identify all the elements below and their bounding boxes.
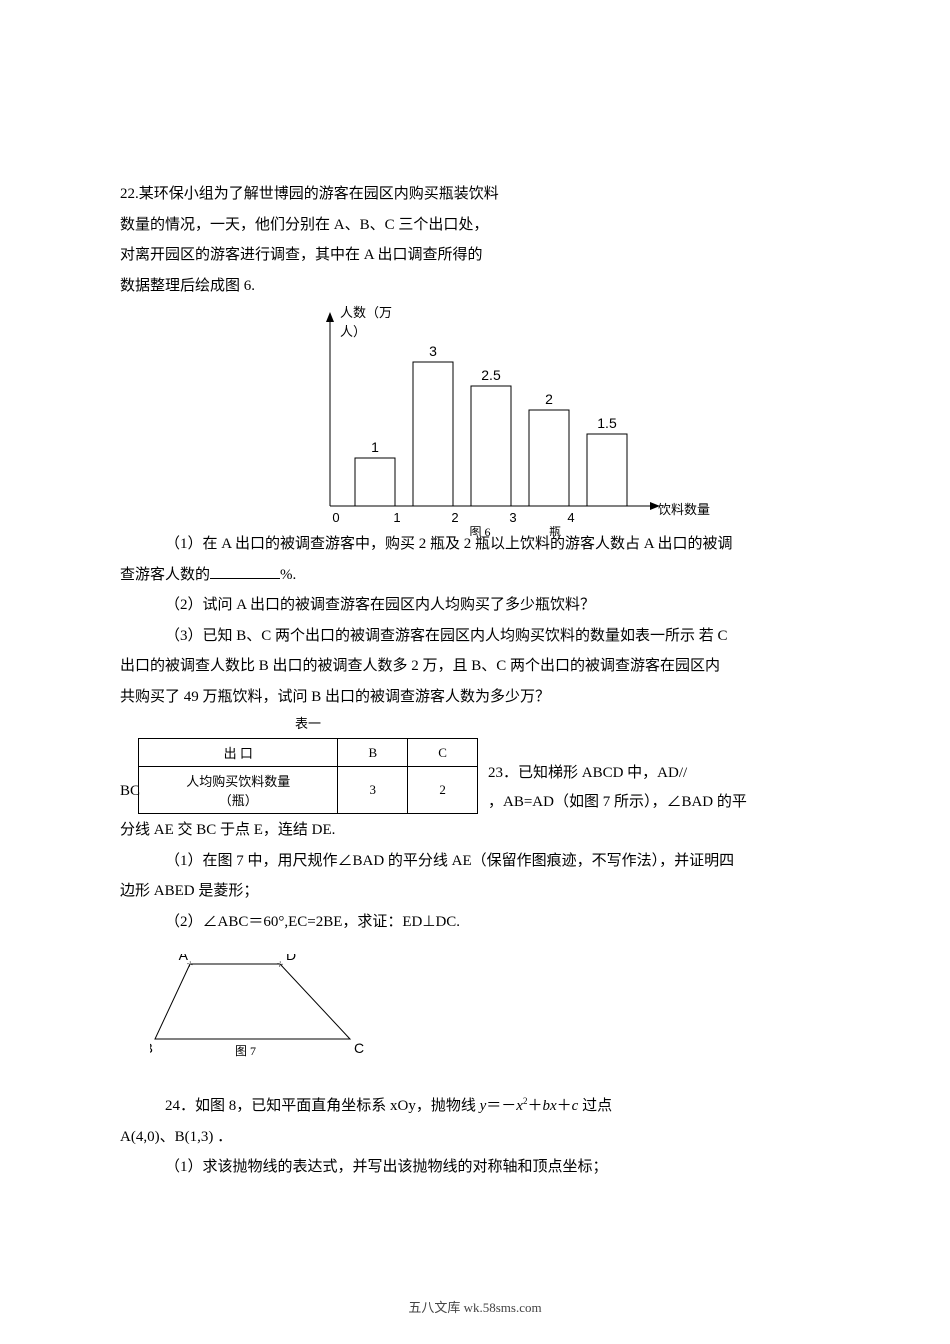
q22-part1-c: %. <box>280 567 296 583</box>
table-r2c3: 2 <box>408 767 478 814</box>
table-q23-block: BC 表一 出 口 B C 人均购买饮料数量 （瓶） 3 2 23．已知梯形 A… <box>120 713 830 816</box>
svg-text:2: 2 <box>545 391 553 407</box>
q24-l3: （1）求该抛物线的表达式，并写出该抛物线的对称轴和顶点坐标； <box>120 1153 830 1182</box>
svg-text:2: 2 <box>451 510 458 525</box>
svg-text:B: B <box>150 1040 153 1056</box>
svg-text:A: A <box>179 954 189 963</box>
fx2: x <box>550 1098 557 1114</box>
q23-p2: （2）∠ABC＝60°,EC=2BE，求证：ED⊥DC. <box>120 908 830 937</box>
svg-text:D: D <box>286 954 296 963</box>
table-h1: 出 口 <box>139 739 338 767</box>
chart-fig6: 人数（万 人） 饮料数量 011322.53241.5图 6瓶 <box>270 306 680 536</box>
q23-p1b: 边形 ABED 是菱形； <box>120 877 830 906</box>
fig7: A D B C 图 7 <box>150 954 370 1064</box>
table-h3: C <box>408 739 478 767</box>
q24-l1-b: 过点 <box>578 1098 612 1114</box>
q23-line2: ，AB=AD（如图 7 所示），∠BAD 的平 <box>488 794 747 810</box>
q23-p1: （1）在图 7 中，用尺规作∠BAD 的平分线 AE（保留作图痕迹，不写作法），… <box>120 847 830 876</box>
x-axis-label-l1: 饮料数量 <box>658 502 710 517</box>
x-axis-label: 饮料数量 <box>658 499 710 518</box>
table-h2: B <box>338 739 408 767</box>
svg-text:3: 3 <box>509 510 516 525</box>
q24-l1: 24．如图 8，已知平面直角坐标系 xOy，抛物线 y＝－x2＋bx＋c 过点 <box>120 1092 830 1121</box>
q22-part1-b-row: 查游客人数的%. <box>120 561 830 590</box>
svg-text:0: 0 <box>332 510 339 525</box>
q22-intro-l1: 22.某环保小组为了解世博园的游客在园区内购买瓶装饮料 <box>120 180 830 209</box>
table-caption: 表一 <box>138 713 478 732</box>
bc-label: BC <box>120 713 138 806</box>
q22-part2: （2）试问 A 出口的被调查游客在园区内人均购买了多少瓶饮料？ <box>120 591 830 620</box>
q22-intro-l3: 对离开园区的游客进行调查，其中在 A 出口调查所得的 <box>120 241 830 270</box>
table-r2c1: 人均购买饮料数量 （瓶） <box>139 767 338 814</box>
q22-intro-l4: 数据整理后绘成图 6. <box>120 272 830 301</box>
table-one: 出 口 B C 人均购买饮料数量 （瓶） 3 2 <box>138 738 478 814</box>
q22-part3-b: 出口的被调查人数比 B 出口的被调查人数多 2 万，且 B、C 两个出口的被调查… <box>120 652 830 681</box>
fx: x <box>516 1098 523 1114</box>
feq: ＝－ <box>486 1098 516 1114</box>
fp1: ＋ <box>527 1098 542 1114</box>
fb: b <box>542 1098 550 1114</box>
blank-fill <box>210 565 280 579</box>
svg-text:1.5: 1.5 <box>597 415 617 431</box>
table-r2c1-l1: 人均购买饮料数量 <box>186 774 290 789</box>
svg-text:C: C <box>354 1040 364 1056</box>
svg-text:3: 3 <box>429 343 437 359</box>
svg-text:图 7: 图 7 <box>235 1044 256 1058</box>
table-row: 出 口 B C <box>139 739 478 767</box>
q22-part1-b-text: 查游客人数的 <box>120 567 210 583</box>
table-wrap: 表一 出 口 B C 人均购买饮料数量 （瓶） 3 2 <box>138 713 478 814</box>
table-r2c2: 3 <box>338 767 408 814</box>
svg-text:1: 1 <box>393 510 400 525</box>
y-axis-label-l1: 人数（万 <box>340 305 392 320</box>
svg-text:图 6: 图 6 <box>469 525 490 536</box>
footer: 五八文库 wk.58sms.com <box>0 1297 950 1316</box>
q23-line3: 分线 AE 交 BC 于点 E，连结 DE. <box>120 816 830 845</box>
table-r2c1-l2: （瓶） <box>219 793 258 808</box>
svg-text:2.5: 2.5 <box>481 367 501 383</box>
q24-l2: A(4,0)、B(1,3) ． <box>120 1123 830 1152</box>
q23-side: 23．已知梯形 ABCD 中，AD// ，AB=AD（如图 7 所示），∠BAD… <box>478 713 748 816</box>
q22-part3-a: （3）已知 B、C 两个出口的被调查游客在园区内人均购买饮料的数量如表一所示 若… <box>120 622 830 651</box>
svg-text:瓶: 瓶 <box>549 525 561 536</box>
y-axis-label: 人数（万 人） <box>340 302 392 340</box>
fp2: ＋ <box>557 1098 572 1114</box>
q22-intro-l2: 数量的情况，一天，他们分别在 A、B、C 三个出口处， <box>120 211 830 240</box>
y-axis-label-l2: 人） <box>340 324 366 339</box>
q23-line1: 23．已知梯形 ABCD 中，AD// <box>488 765 687 781</box>
svg-text:4: 4 <box>567 510 574 525</box>
svg-text:1: 1 <box>371 439 379 455</box>
q24-l1-a: 24．如图 8，已知平面直角坐标系 xOy，抛物线 <box>165 1098 480 1114</box>
q22-part3-c: 共购买了 49 万瓶饮料，试问 B 出口的被调查游客人数为多少万？ <box>120 683 830 712</box>
table-row: 人均购买饮料数量 （瓶） 3 2 <box>139 767 478 814</box>
